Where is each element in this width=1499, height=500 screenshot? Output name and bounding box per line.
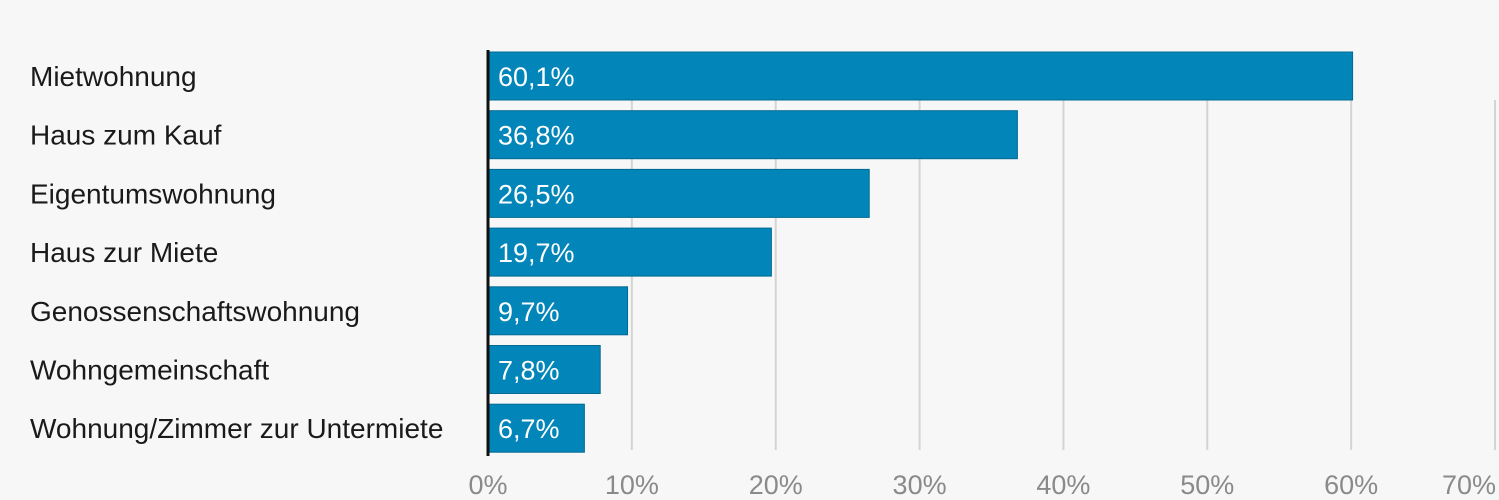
value-label-6: 6,7% [498,414,560,444]
category-label-6: Wohnung/Zimmer zur Untermiete [30,413,443,444]
bar-4 [487,286,629,336]
x-tick-label-30: 30% [893,470,947,500]
bar-1 [487,110,1018,160]
category-label-5: Wohngemeinschaft [30,355,269,386]
x-axis-tick-labels: 0% 10% 20% 30% 40% 50% 60% 70% [468,470,1496,500]
x-tick-label-50: 50% [1180,470,1234,500]
value-label-5: 7,8% [498,356,560,386]
value-label-2: 26,5% [498,179,575,209]
bar-5 [487,345,601,394]
value-label-3: 19,7% [498,238,575,268]
category-label-3: Haus zur Miete [30,237,218,268]
x-tick-label-70: 70% [1442,470,1496,500]
x-tick-label-40: 40% [1036,470,1090,500]
x-tick-label-0: 0% [468,470,507,500]
bar-2 [487,168,870,218]
bar-6 [487,403,585,453]
bars [487,51,1354,453]
value-label-0: 60,1% [498,62,575,92]
value-label-4: 9,7% [498,297,560,327]
category-label-4: Genossenschaftswohnung [30,296,360,327]
category-labels: Mietwohnung Haus zum Kauf Eigentumswohnung… [30,61,443,444]
x-tick-label-20: 20% [749,470,803,500]
x-tick-label-10: 10% [605,470,659,500]
bar-0 [487,51,1354,101]
value-labels: 60,1% 36,8% 26,5% 19,7% 9,7% 7,8% 6,7% [498,62,575,444]
x-tick-label-60: 60% [1324,470,1378,500]
category-label-1: Haus zum Kauf [30,120,222,151]
category-label-2: Eigentumswohnung [30,178,276,209]
category-label-0: Mietwohnung [30,61,197,92]
value-label-1: 36,8% [498,121,575,151]
